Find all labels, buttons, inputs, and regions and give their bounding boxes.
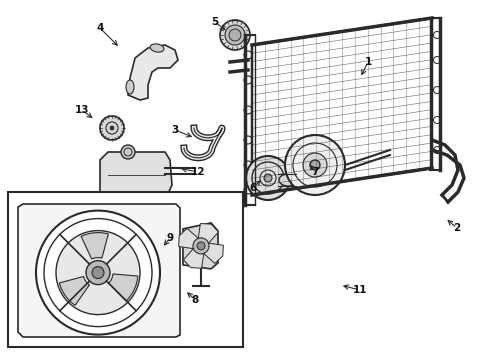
Text: 1: 1 bbox=[365, 57, 371, 67]
Ellipse shape bbox=[279, 174, 297, 186]
Polygon shape bbox=[59, 276, 89, 305]
Text: 9: 9 bbox=[167, 233, 173, 243]
Polygon shape bbox=[100, 152, 172, 200]
Ellipse shape bbox=[150, 44, 164, 52]
Text: 8: 8 bbox=[192, 295, 198, 305]
Polygon shape bbox=[128, 45, 178, 100]
Polygon shape bbox=[109, 274, 138, 301]
Text: 3: 3 bbox=[172, 125, 179, 135]
Circle shape bbox=[110, 126, 114, 130]
Circle shape bbox=[197, 242, 205, 250]
Text: 7: 7 bbox=[311, 167, 318, 177]
Text: 4: 4 bbox=[97, 23, 104, 33]
Polygon shape bbox=[179, 228, 203, 249]
Text: 5: 5 bbox=[211, 17, 219, 27]
Polygon shape bbox=[197, 224, 219, 248]
Text: 6: 6 bbox=[249, 183, 257, 193]
Circle shape bbox=[92, 267, 104, 279]
Circle shape bbox=[303, 153, 327, 177]
Circle shape bbox=[310, 160, 320, 170]
Circle shape bbox=[193, 238, 209, 254]
Circle shape bbox=[225, 25, 245, 45]
Circle shape bbox=[246, 156, 290, 200]
Circle shape bbox=[285, 135, 345, 195]
Polygon shape bbox=[183, 223, 218, 269]
Polygon shape bbox=[183, 244, 205, 268]
Circle shape bbox=[86, 261, 110, 285]
Circle shape bbox=[220, 20, 250, 50]
Text: 11: 11 bbox=[353, 285, 367, 295]
Circle shape bbox=[56, 231, 140, 315]
Circle shape bbox=[264, 174, 272, 182]
Text: 2: 2 bbox=[453, 223, 461, 233]
Ellipse shape bbox=[126, 80, 134, 94]
Circle shape bbox=[229, 29, 241, 41]
Bar bbox=[8, 192, 243, 347]
Polygon shape bbox=[81, 233, 108, 259]
Circle shape bbox=[121, 145, 135, 159]
Circle shape bbox=[100, 116, 124, 140]
Polygon shape bbox=[18, 204, 180, 337]
Text: 12: 12 bbox=[191, 167, 205, 177]
Text: 13: 13 bbox=[75, 105, 89, 115]
Polygon shape bbox=[199, 242, 223, 264]
Text: 10: 10 bbox=[65, 313, 79, 323]
Circle shape bbox=[36, 211, 160, 334]
